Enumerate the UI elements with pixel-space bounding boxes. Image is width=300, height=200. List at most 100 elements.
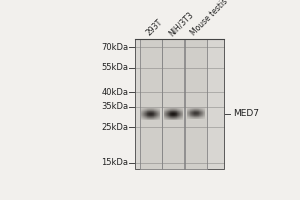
Bar (154, 118, 155, 119)
Bar (171, 112, 172, 113)
Bar (148, 114, 149, 115)
Bar (154, 109, 155, 110)
Bar (198, 110, 199, 111)
Bar (202, 118, 203, 119)
Bar (175, 109, 176, 110)
Bar (150, 115, 151, 116)
Bar (182, 117, 183, 118)
Bar (167, 108, 168, 109)
Bar (204, 115, 205, 116)
Bar (154, 114, 155, 115)
Bar (168, 109, 169, 110)
Bar (169, 115, 170, 116)
Bar (182, 114, 183, 115)
Bar (154, 119, 155, 120)
Bar (167, 116, 168, 117)
Bar (201, 108, 202, 109)
Bar (180, 113, 181, 114)
Bar (198, 111, 199, 112)
Bar (150, 109, 151, 110)
Bar (181, 119, 182, 120)
Bar (147, 119, 148, 120)
Bar (193, 110, 194, 111)
Bar (177, 111, 178, 112)
Bar (178, 119, 179, 120)
Bar (178, 112, 179, 113)
Bar (174, 117, 175, 118)
Bar (169, 111, 170, 112)
Bar (197, 114, 198, 115)
Bar (200, 108, 201, 109)
Bar (167, 115, 168, 116)
Bar (190, 110, 191, 111)
Bar (167, 110, 168, 111)
Bar (167, 119, 168, 120)
Bar (141, 111, 142, 112)
Bar (192, 115, 193, 116)
Bar (172, 110, 173, 111)
Bar (157, 112, 158, 113)
Bar (145, 111, 146, 112)
Bar (149, 117, 150, 118)
Bar (187, 114, 188, 115)
Bar (151, 114, 152, 115)
Bar (155, 118, 156, 119)
Bar (178, 109, 179, 110)
Bar (193, 114, 194, 115)
Bar (177, 117, 178, 118)
Bar (173, 115, 174, 116)
Bar (195, 115, 196, 116)
Bar (204, 114, 205, 115)
Bar (199, 109, 200, 110)
Bar (153, 114, 154, 115)
Bar (174, 118, 175, 119)
Bar (201, 110, 202, 111)
Bar (200, 117, 201, 118)
Bar (153, 113, 154, 114)
Bar (203, 111, 204, 112)
Bar (148, 108, 149, 109)
Bar (182, 108, 183, 109)
Bar (182, 115, 183, 116)
Bar (174, 115, 175, 116)
Bar (144, 111, 145, 112)
Bar (202, 115, 203, 116)
Bar (168, 114, 169, 115)
Bar (143, 114, 144, 115)
Bar (158, 116, 159, 117)
Bar (171, 118, 172, 119)
Bar (179, 114, 180, 115)
Bar (147, 113, 148, 114)
Bar (166, 111, 167, 112)
Bar (144, 109, 145, 110)
Bar (169, 109, 170, 110)
Bar (180, 111, 181, 112)
Bar (142, 117, 143, 118)
Bar (195, 118, 196, 119)
Bar (141, 116, 142, 117)
Bar (188, 118, 189, 119)
Bar (204, 113, 205, 114)
Bar (180, 108, 181, 109)
Bar (188, 110, 189, 111)
Bar (169, 115, 170, 116)
Bar (144, 112, 145, 113)
Bar (181, 108, 182, 109)
Bar (196, 114, 197, 115)
Bar (171, 110, 172, 111)
Bar (166, 109, 167, 110)
Bar (199, 112, 200, 113)
Bar (149, 115, 150, 116)
Bar (159, 109, 160, 110)
Bar (196, 108, 197, 109)
Bar (201, 118, 202, 119)
Bar (171, 108, 172, 109)
Bar (191, 113, 192, 114)
Bar (191, 111, 192, 112)
Bar (187, 116, 188, 117)
Bar (153, 116, 154, 117)
Bar (198, 112, 199, 113)
Bar (156, 119, 157, 120)
Bar (195, 114, 196, 115)
Bar (157, 109, 158, 110)
